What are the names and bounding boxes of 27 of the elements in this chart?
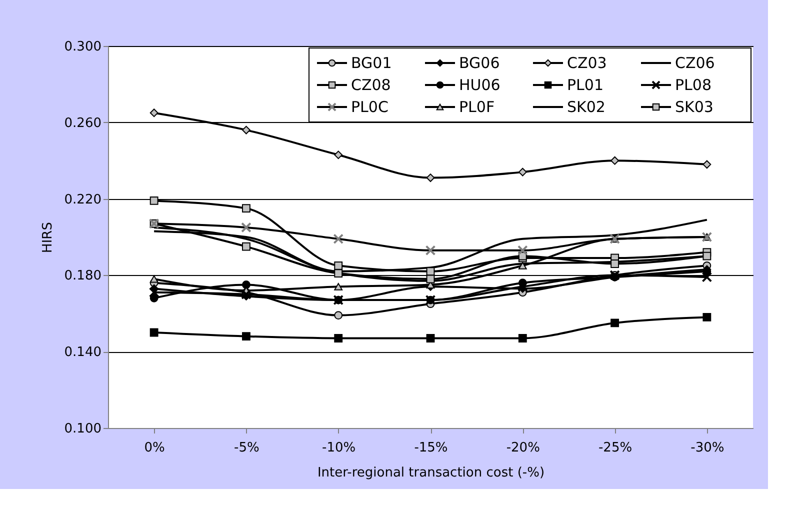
legend-label: PL0F — [459, 98, 495, 116]
legend-label: HU06 — [459, 76, 500, 94]
y-axis-title: HIRS — [40, 222, 56, 253]
y-tick-label: 0.220 — [64, 192, 102, 208]
x-tick-label: -15% — [414, 440, 448, 456]
x-tick-label: -25% — [598, 440, 632, 456]
legend-label: BG01 — [351, 54, 392, 72]
x-tick-label: -30% — [690, 440, 724, 456]
x-axis-title: Inter-regional transaction cost (-%) — [317, 466, 545, 480]
x-tick-label: -10% — [322, 440, 356, 456]
legend-label: PL0C — [351, 98, 388, 116]
legend-label: SK02 — [567, 98, 606, 116]
y-tick-label: 0.180 — [64, 268, 102, 284]
legend-label: CZ06 — [675, 54, 715, 72]
legend-label: CZ08 — [351, 76, 391, 94]
x-tick-label: -5% — [234, 440, 260, 456]
y-tick-label: 0.100 — [64, 422, 102, 436]
legend-label: PL08 — [675, 76, 712, 94]
legend-label: PL01 — [567, 76, 604, 94]
y-tick-label: 0.140 — [64, 345, 102, 360]
legend-label: SK03 — [675, 98, 714, 116]
legend-label: BG06 — [459, 54, 500, 72]
x-tick-label: 0% — [144, 440, 165, 456]
legend-label: CZ03 — [567, 54, 607, 72]
x-tick-label: -20% — [506, 440, 540, 456]
y-tick-label: 0.260 — [64, 116, 102, 131]
y-tick-label: 0.300 — [64, 40, 102, 54]
